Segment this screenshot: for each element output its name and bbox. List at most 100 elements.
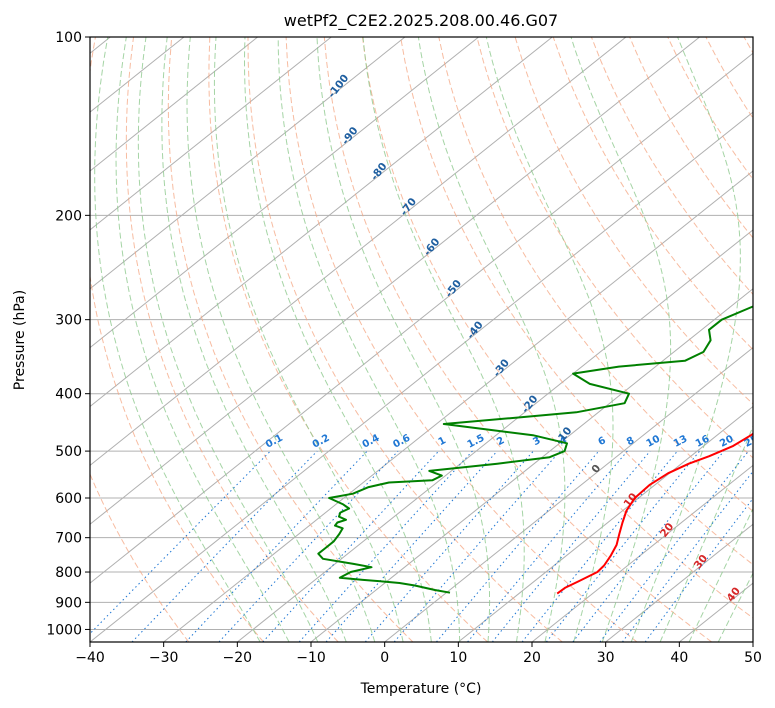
dry-adiabat xyxy=(743,37,753,54)
dry-adiabat xyxy=(667,37,753,181)
isotherm xyxy=(90,37,479,349)
mixing-ratio-label: 0.6 xyxy=(391,433,412,451)
isotherm-label: 40 xyxy=(725,585,743,604)
y-tick-label: 100 xyxy=(55,30,82,46)
x-tick-label: 40 xyxy=(670,650,688,666)
dry-adiabat xyxy=(90,472,190,642)
isotherm xyxy=(90,37,332,231)
isotherm xyxy=(605,523,753,642)
moist-adiabat xyxy=(362,37,525,642)
mixing-ratio-label: 16 xyxy=(694,434,711,450)
dry-adiabat xyxy=(208,37,488,642)
isotherm xyxy=(163,170,753,642)
mixing-ratio-line xyxy=(298,450,473,642)
mixing-ratio-label: 25 xyxy=(743,434,760,450)
moist-adiabat xyxy=(243,37,432,642)
x-tick-label: −30 xyxy=(149,650,179,666)
isotherm-label: -20 xyxy=(519,393,540,415)
dry-adiabat xyxy=(285,37,638,642)
dry-adiabat xyxy=(125,37,339,642)
mixing-ratio-line xyxy=(644,497,753,642)
chart-title: wetPf2_C2E2.2025.208.00.46.G07 xyxy=(284,11,558,31)
isotherm xyxy=(90,37,406,290)
moist-adiabat xyxy=(186,37,376,642)
dry-adiabat xyxy=(705,37,753,120)
moist-adiabat xyxy=(570,37,672,642)
x-tick-label: −40 xyxy=(75,650,105,666)
isotherm xyxy=(90,37,553,408)
mixing-ratio-line xyxy=(185,450,368,642)
mixing-ratio-line xyxy=(572,450,725,642)
x-tick-label: −20 xyxy=(223,650,253,666)
mixing-ratio-label: 8 xyxy=(625,435,636,448)
mixing-ratio-label: 0.2 xyxy=(311,433,332,451)
isotherm xyxy=(90,52,753,584)
moist-adiabat xyxy=(717,572,753,642)
y-tick-label: 700 xyxy=(55,531,82,547)
moist-adiabat xyxy=(161,37,347,642)
dry-adiabat xyxy=(362,37,753,619)
mixing-ratio-line xyxy=(131,450,318,642)
dry-adiabat xyxy=(90,37,264,642)
mixing-ratio-line xyxy=(325,450,498,642)
mixing-ratio-label: 20 xyxy=(718,434,735,450)
moist-adiabat xyxy=(137,37,319,642)
mixing-ratio-line xyxy=(218,450,399,642)
dry-adiabat xyxy=(247,37,563,642)
y-tick-label: 900 xyxy=(55,595,82,611)
dry-adiabat xyxy=(476,37,753,459)
isotherm-label: 20 xyxy=(658,521,676,540)
y-tick-label: 1000 xyxy=(46,622,82,638)
isotherm-label: -100 xyxy=(326,72,352,100)
y-tick-label: 300 xyxy=(55,313,82,329)
mixing-ratio-label: 1.5 xyxy=(466,433,487,451)
moist-adiabat xyxy=(115,37,290,642)
mixing-ratio-line xyxy=(491,450,651,642)
mixing-ratio-line xyxy=(521,450,678,642)
dewpoint-profile-line xyxy=(317,304,753,594)
mixing-ratio-label: 2 xyxy=(495,435,506,448)
y-tick-label: 800 xyxy=(55,565,82,581)
isotherm-label: -80 xyxy=(369,161,390,183)
isotherm-label: -90 xyxy=(339,125,360,147)
y-tick-label: 500 xyxy=(55,444,82,460)
y-tick-label: 200 xyxy=(55,208,82,224)
mixing-ratio-line xyxy=(364,450,534,642)
x-tick-label: 30 xyxy=(597,650,615,666)
x-tick-label: −10 xyxy=(296,650,326,666)
x-tick-label: 10 xyxy=(449,650,467,666)
mixing-ratio-label: 30 xyxy=(763,434,775,450)
mixing-ratio-line xyxy=(545,450,700,642)
x-tick-label: 0 xyxy=(380,650,389,666)
mixing-ratio-line xyxy=(393,450,561,642)
moist-adiabat xyxy=(485,37,614,642)
isotherm-label: -50 xyxy=(443,278,464,300)
dry-adiabat xyxy=(438,37,753,512)
mixing-ratio-line xyxy=(262,450,440,642)
isotherm-label: 10 xyxy=(622,491,640,510)
isotherm xyxy=(679,582,753,642)
mixing-ratio-label: 0.4 xyxy=(361,433,382,451)
moist-adiabat xyxy=(659,424,753,642)
isotherm-label: -40 xyxy=(465,319,486,341)
isotherm-label: -60 xyxy=(421,236,442,258)
isotherm-label: -30 xyxy=(491,357,512,379)
mixing-ratio-line xyxy=(90,450,271,635)
isotherm xyxy=(90,37,627,467)
y-tick-label: 600 xyxy=(55,491,82,507)
plot-frame xyxy=(89,36,754,643)
dry-adiabat xyxy=(552,37,753,351)
mixing-ratio-label: 1 xyxy=(437,435,448,448)
x-tick-label: 50 xyxy=(744,650,762,666)
isotherm xyxy=(90,111,753,642)
isotherm xyxy=(90,37,258,172)
isotherm-label: -70 xyxy=(398,196,419,218)
y-axis-label: Pressure (hPa) xyxy=(12,290,28,390)
isotherm xyxy=(90,37,700,525)
moist-adiabat xyxy=(630,37,741,642)
x-tick-label: 20 xyxy=(523,650,541,666)
moist-adiabat xyxy=(94,37,261,642)
mixing-ratio-line xyxy=(621,470,753,642)
mixing-ratio-label: 13 xyxy=(672,434,689,450)
